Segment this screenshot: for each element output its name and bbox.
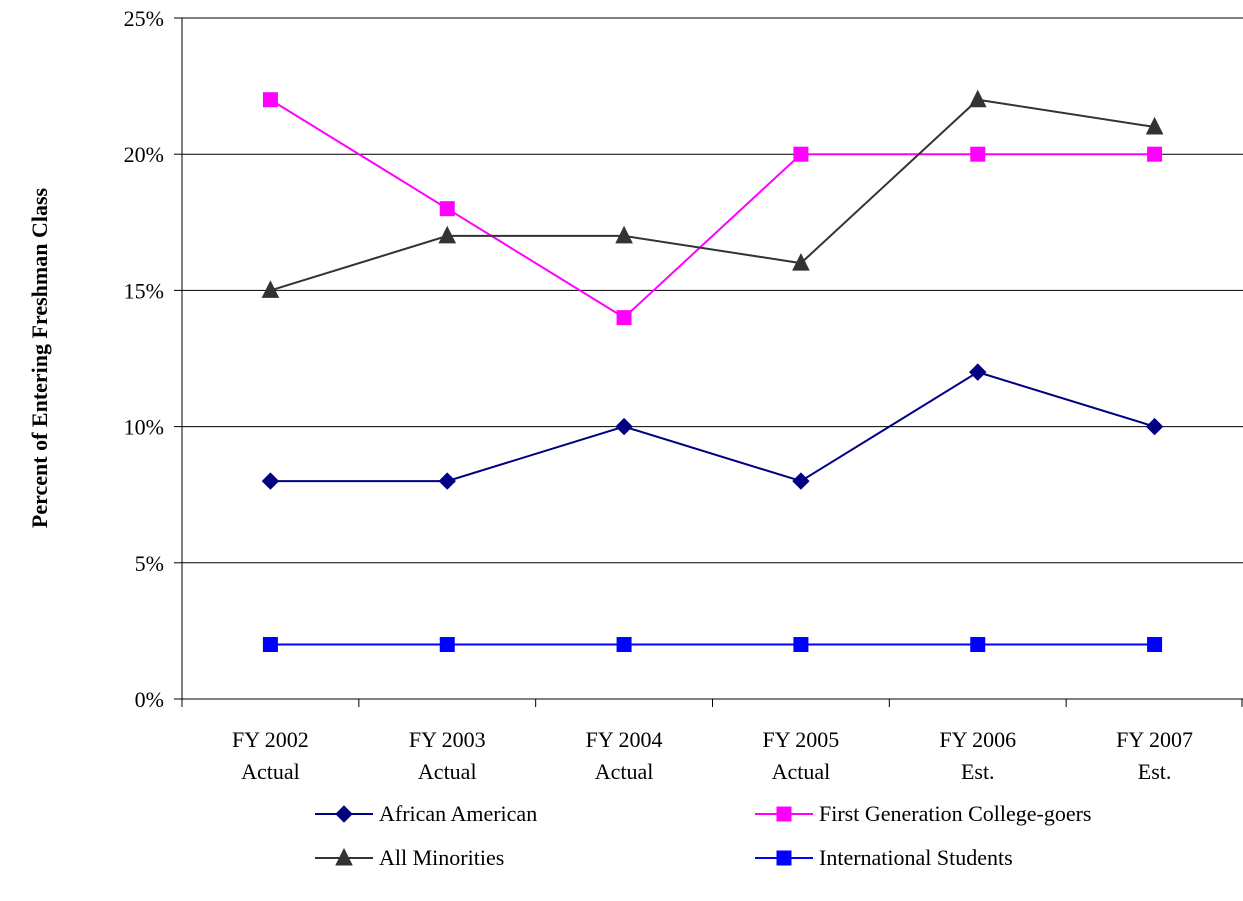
x-tick-label-line: FY 2006 (939, 727, 1016, 752)
x-tick-label-line: FY 2003 (409, 727, 486, 752)
legend-label: All Minorities (379, 845, 504, 870)
x-tick-label: FY 2003 Actual (409, 727, 486, 784)
series-3 (262, 637, 1163, 653)
data-point-square (262, 637, 278, 653)
x-tick-label: FY 2004 Actual (586, 727, 663, 784)
y-tick-label: 10% (124, 415, 164, 440)
data-point-triangle (438, 225, 457, 244)
data-point-square (1147, 146, 1163, 162)
data-point-square (616, 310, 632, 326)
x-tick-label: FY 2002 Actual (232, 727, 309, 784)
data-point-square (970, 146, 986, 162)
x-tick-label-line: FY 2007 (1116, 727, 1193, 752)
data-point-diamond (969, 363, 987, 381)
data-point-diamond (438, 472, 456, 490)
data-point-square (616, 637, 632, 653)
x-tick-label-line: Actual (241, 759, 300, 784)
legend-item: International Students (755, 845, 1013, 870)
x-tick-label: FY 2006 Est. (939, 727, 1016, 784)
x-tick-label-line: FY 2002 (232, 727, 309, 752)
y-tick-label: 25% (124, 6, 164, 31)
y-tick-label: 20% (124, 142, 164, 167)
data-point-square (793, 146, 809, 162)
series-lines (261, 89, 1164, 653)
x-tick-label: FY 2005 Actual (763, 727, 840, 784)
data-point-square (776, 850, 792, 866)
legend-label: International Students (819, 845, 1013, 870)
y-axis-label: Percent of Entering Freshman Class (27, 187, 52, 528)
data-point-square (262, 92, 278, 108)
data-point-diamond (1145, 417, 1164, 436)
data-point-diamond (615, 417, 633, 436)
series-0 (261, 363, 1164, 490)
series-2 (261, 89, 1164, 298)
legend-item: All Minorities (315, 845, 504, 870)
legend-item: African American (315, 801, 537, 826)
x-tick-label-line: Est. (1138, 759, 1172, 784)
data-point-diamond (792, 472, 810, 490)
x-tick-label-line: FY 2005 (763, 727, 840, 752)
series-line (270, 98, 1155, 292)
data-point-square (970, 637, 986, 653)
x-tick-label-line: Actual (595, 759, 654, 784)
legend: African American First Generation College… (315, 801, 1092, 870)
x-tick-label-line: Est. (961, 759, 995, 784)
y-tick-label: 0% (135, 687, 164, 712)
y-tick-label: 5% (135, 551, 164, 576)
data-point-triangle (1145, 116, 1164, 135)
data-point-triangle (615, 225, 633, 244)
data-point-square (776, 806, 792, 822)
series-1 (262, 92, 1163, 326)
data-point-square (439, 637, 455, 653)
data-point-diamond (261, 472, 280, 490)
x-tick-label-line: Actual (418, 759, 477, 784)
y-tick-label: 15% (124, 278, 164, 303)
x-tick-label: FY 2007 Est. (1116, 727, 1193, 784)
legend-label: First Generation College-goers (819, 801, 1092, 826)
data-point-triangle (792, 253, 810, 271)
data-point-triangle (335, 847, 353, 866)
data-point-square (793, 637, 809, 653)
legend-item: First Generation College-goers (755, 801, 1092, 826)
data-point-diamond (335, 805, 353, 823)
data-point-triangle (968, 89, 987, 108)
data-point-triangle (261, 280, 280, 298)
x-tick-label-line: Actual (772, 759, 831, 784)
y-tick-labels: 0% 5% 10% 15% 20% 25% (124, 6, 164, 712)
series-line (269, 98, 1155, 319)
data-point-square (439, 201, 455, 217)
series-line (270, 371, 1155, 483)
legend-label: African American (379, 801, 537, 826)
data-point-square (1147, 637, 1163, 653)
axes (174, 17, 1243, 707)
x-tick-label-line: FY 2004 (586, 727, 663, 752)
